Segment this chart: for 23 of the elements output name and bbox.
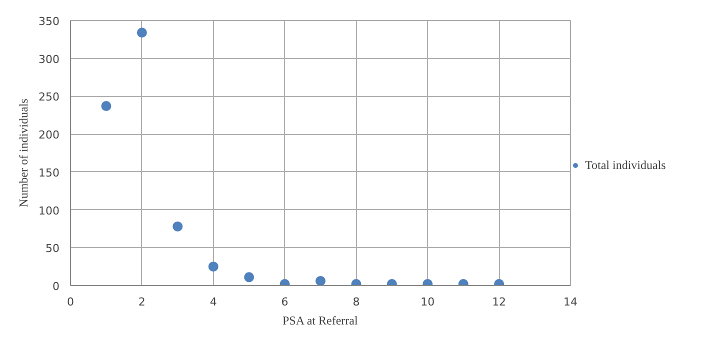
x-tick-label: 2 [138,296,146,308]
x-tick-label: 10 [420,296,435,308]
x-tick-label: 4 [210,296,217,308]
x-tick-label: 6 [281,296,288,308]
y-tick-label: 0 [52,280,60,293]
y-tick-label: 150 [38,166,60,180]
x-axis-title: PSA at Referral [282,314,358,328]
y-tick-label: 250 [38,90,60,104]
legend-label: Total individuals [585,158,666,172]
y-axis-title: Number of individuals [16,98,31,208]
x-tick-label: 12 [492,296,506,308]
x-tick-label: 0 [67,296,74,308]
point [101,101,112,112]
y-tick-label: 100 [38,204,60,218]
y-tick-label: 300 [38,52,60,66]
y-tick-label: 350 [38,15,60,28]
x-tick-label: 14 [564,296,578,308]
point [136,28,147,38]
y-tick-label: 50 [46,242,60,256]
point [316,276,326,286]
y-tick-label: 200 [38,128,60,142]
point [172,221,183,232]
x-tick-label: 8 [352,296,360,308]
